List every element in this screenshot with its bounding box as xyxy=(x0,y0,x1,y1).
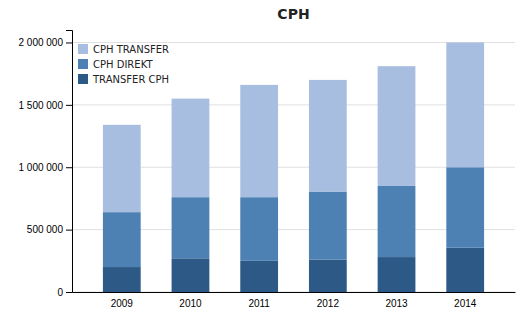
legend-item: CPH DIREKT xyxy=(78,59,153,70)
y-tick: 0 xyxy=(57,287,72,298)
bar xyxy=(446,167,484,247)
legend-swatch xyxy=(78,59,88,69)
y-tick-label: 1 000 000 xyxy=(19,162,64,173)
bar xyxy=(378,257,416,292)
legend-label: CPH TRANSFER xyxy=(93,44,169,55)
y-tick: 1 000 000 xyxy=(19,162,73,173)
x-axis: 2009 2010 2011 2012 2013 2014 xyxy=(73,293,516,310)
legend-item: TRANSFER CPH xyxy=(78,74,169,85)
y-tick-label: 1 500 000 xyxy=(19,100,64,111)
y-tick-mark xyxy=(66,230,72,231)
bar-series xyxy=(103,248,484,292)
legend-swatch xyxy=(78,74,88,84)
legend: CPH TRANSFER CPH DIREKT TRANSFER CPH xyxy=(78,44,169,85)
bar-series xyxy=(103,42,484,212)
bar xyxy=(240,85,278,197)
y-tick: 500 000 xyxy=(27,224,72,235)
y-tick: 2 000 000 xyxy=(19,37,73,48)
bar xyxy=(309,192,347,260)
bar xyxy=(309,80,347,192)
x-tick-label: 2010 xyxy=(179,298,202,309)
x-tick-label: 2014 xyxy=(454,298,477,309)
y-tick-label: 500 000 xyxy=(27,224,64,235)
bar xyxy=(240,197,278,261)
x-tick-label: 2011 xyxy=(248,298,270,309)
bar xyxy=(240,261,278,292)
bar xyxy=(172,197,210,258)
y-tick-mark xyxy=(66,105,72,106)
y-tick-label: 2 000 000 xyxy=(19,37,64,48)
chart: 0500 0001 000 0001 500 0002 000 00020092… xyxy=(0,0,531,318)
bar xyxy=(103,212,141,267)
x-tick: 2009 xyxy=(111,298,134,309)
legend-swatch xyxy=(78,44,88,54)
bar xyxy=(378,186,416,257)
x-tick: 2010 xyxy=(179,298,202,309)
grid xyxy=(72,42,515,292)
bar xyxy=(309,260,347,292)
bar xyxy=(446,42,484,167)
bar xyxy=(446,248,484,292)
bar xyxy=(378,66,416,186)
bar xyxy=(103,125,141,212)
y-tick-label: 0 xyxy=(57,287,63,298)
bar-series xyxy=(103,167,484,267)
bar xyxy=(172,99,210,198)
legend-label: TRANSFER CPH xyxy=(92,74,169,85)
plot: 0500 0001 000 0001 500 0002 000 00020092… xyxy=(19,31,516,310)
y-axis-line xyxy=(66,31,73,293)
x-tick-label: 2012 xyxy=(317,298,340,309)
x-tick-label: 2013 xyxy=(385,298,408,309)
x-tick: 2014 xyxy=(454,298,477,309)
y-tick: 1 500 000 xyxy=(19,100,73,111)
x-tick-label: 2009 xyxy=(111,298,134,309)
bar xyxy=(103,267,141,292)
x-axis-line xyxy=(73,292,516,293)
y-tick-mark xyxy=(66,292,72,293)
legend-item: CPH TRANSFER xyxy=(78,44,169,55)
y-tick-mark xyxy=(66,42,72,43)
legend-label: CPH DIREKT xyxy=(93,59,153,70)
x-tick: 2012 xyxy=(317,298,340,309)
title: CPH xyxy=(277,6,309,22)
bar xyxy=(172,258,210,292)
x-tick: 2011 xyxy=(248,298,270,309)
y-tick-mark xyxy=(66,167,72,168)
y-axis: 0 500 000 1 000 000 1 500 000 2 000 000 xyxy=(19,31,73,298)
x-tick: 2013 xyxy=(385,298,408,309)
